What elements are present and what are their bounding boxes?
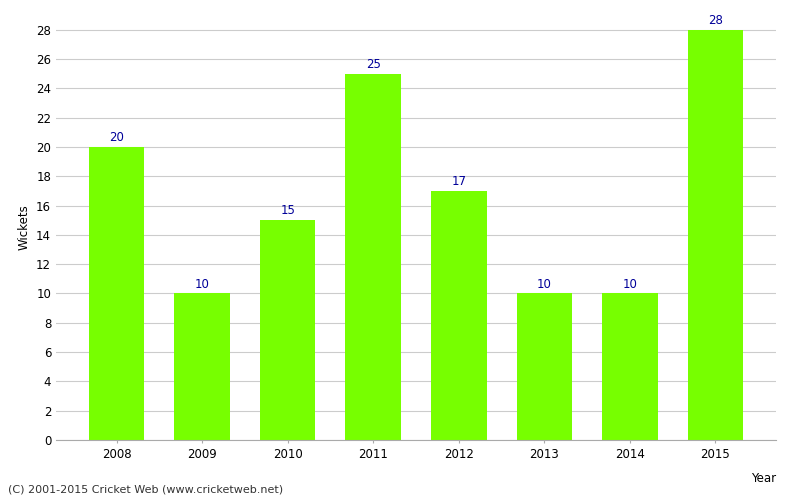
Bar — [89, 147, 144, 440]
Bar — [174, 294, 230, 440]
Bar — [346, 74, 401, 440]
Y-axis label: Wickets: Wickets — [18, 204, 30, 250]
Text: 28: 28 — [708, 14, 723, 26]
Text: (C) 2001-2015 Cricket Web (www.cricketweb.net): (C) 2001-2015 Cricket Web (www.cricketwe… — [8, 485, 283, 495]
Text: 20: 20 — [109, 131, 124, 144]
Text: 17: 17 — [451, 175, 466, 188]
Bar — [431, 191, 486, 440]
Text: Year: Year — [751, 472, 776, 486]
Bar — [602, 294, 658, 440]
Text: 25: 25 — [366, 58, 381, 70]
Bar — [517, 294, 572, 440]
Bar — [260, 220, 315, 440]
Text: 15: 15 — [280, 204, 295, 217]
Bar — [688, 30, 743, 440]
Text: 10: 10 — [537, 278, 552, 290]
Text: 10: 10 — [622, 278, 638, 290]
Text: 10: 10 — [194, 278, 210, 290]
